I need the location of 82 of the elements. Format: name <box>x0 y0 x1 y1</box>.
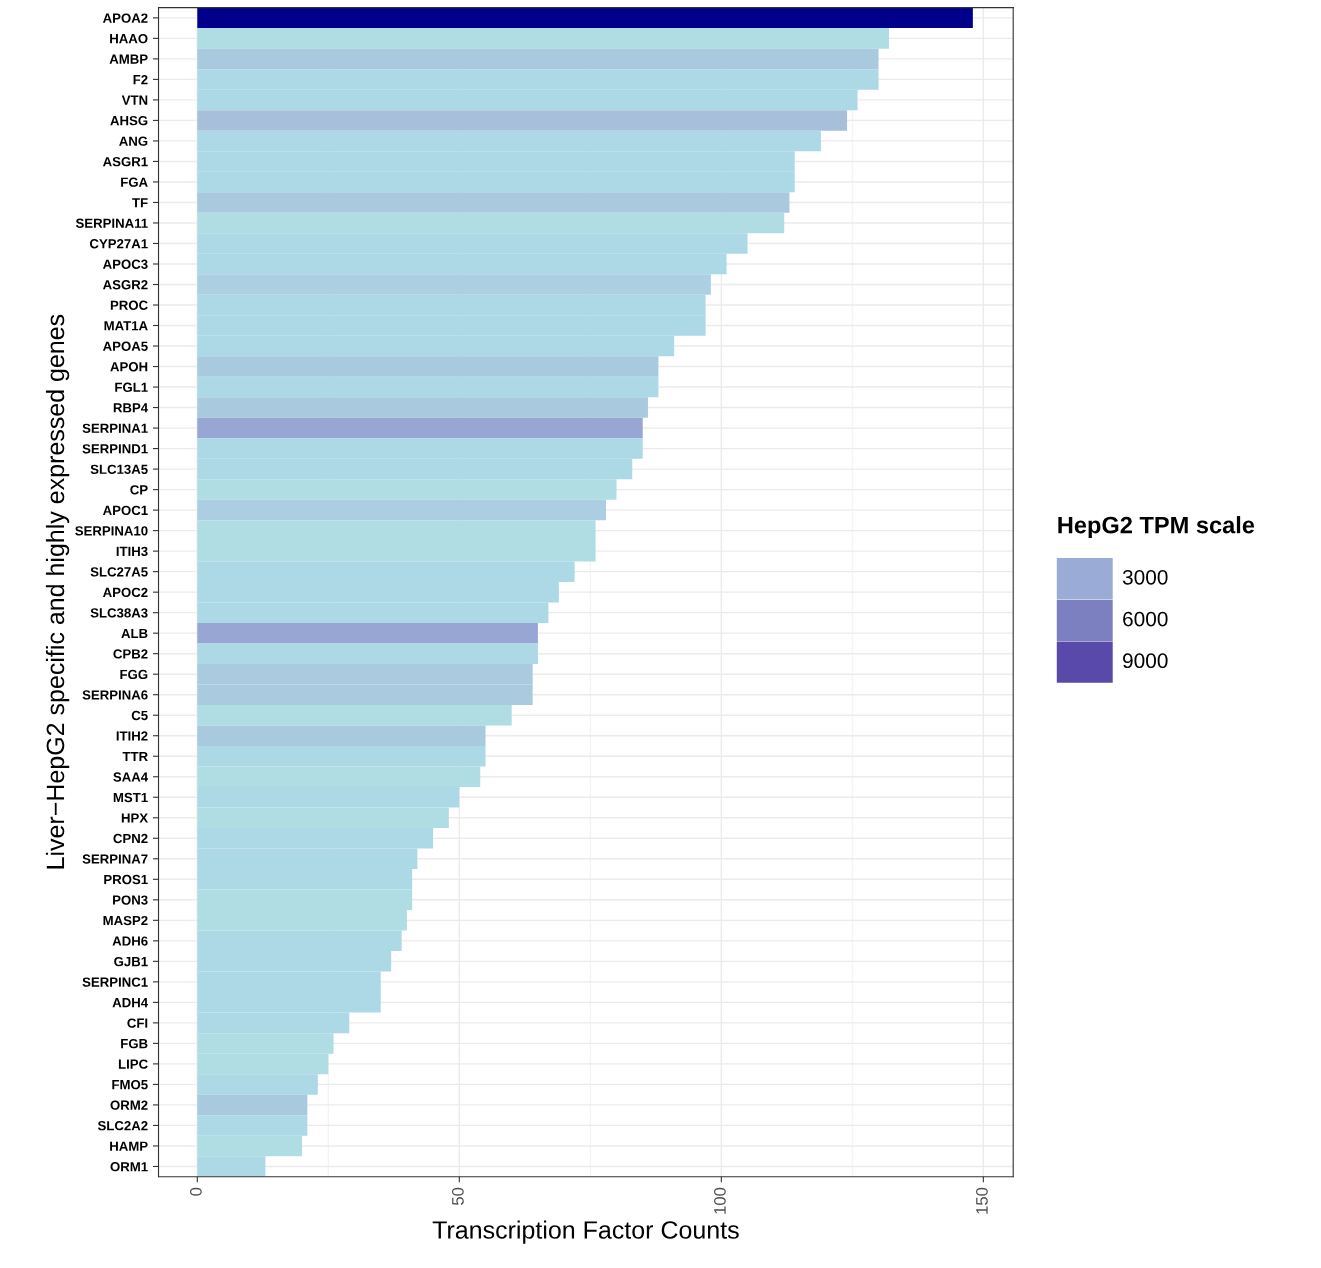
y-tick-label: APOC2 <box>102 587 148 598</box>
x-tick-label: 50 <box>451 1187 464 1205</box>
bar <box>197 499 607 521</box>
bar <box>197 192 790 213</box>
y-tick-label: SERPIND1 <box>82 444 148 454</box>
y-tick-label: ORM1 <box>110 1162 148 1172</box>
y-tick-label: SERPINA7 <box>82 854 148 864</box>
x-tick-label: 150 <box>976 1187 988 1214</box>
y-tick-label: TF <box>132 198 148 208</box>
y-tick-label: CP <box>130 485 148 495</box>
y-tick-label: MASP2 <box>103 915 148 926</box>
y-tick-label: SLC27A5 <box>90 567 148 577</box>
y-tick-label: APOA5 <box>102 341 148 351</box>
y-tick-label: F2 <box>133 74 148 85</box>
y-tick-label: ORM2 <box>110 1100 148 1110</box>
y-tick-label: GJB1 <box>114 956 148 967</box>
bar <box>197 725 486 746</box>
y-tick-label: PROC <box>110 300 148 310</box>
y-tick-label: APOC3 <box>102 259 148 269</box>
y-tick-label: MST1 <box>113 792 148 803</box>
y-tick-label: CYP27A1 <box>89 239 148 249</box>
y-tick-label: ITIH3 <box>116 546 148 557</box>
y-tick-label: APOH <box>110 362 148 372</box>
bar <box>197 643 538 664</box>
y-tick-label: TTR <box>122 751 148 762</box>
bar <box>197 376 659 398</box>
y-tick-label: LIPC <box>118 1059 148 1069</box>
y-tick-label: VTN <box>121 95 148 105</box>
y-tick-label: SERPINA1 <box>82 423 148 433</box>
bar <box>197 417 643 439</box>
bar <box>197 397 648 418</box>
color-bar-label: 3000 <box>1122 569 1168 585</box>
y-tick-label: SERPINA11 <box>75 218 148 228</box>
y-tick-label: AHSG <box>110 115 148 126</box>
y-tick-label: SLC13A5 <box>90 464 148 475</box>
y-tick-label: CPN2 <box>113 833 148 844</box>
y-tick-label: CFI <box>127 1018 148 1028</box>
x-tick-label: 0 <box>189 1187 202 1196</box>
y-tick-label: SLC38A3 <box>90 608 148 618</box>
y-tick-label: RBP4 <box>113 403 149 413</box>
y-tick-label: ADH4 <box>112 998 149 1008</box>
x-tick-label: 100 <box>714 1187 726 1214</box>
y-tick-label: PON3 <box>113 895 148 905</box>
y-tick-label: APOA2 <box>102 13 148 23</box>
bar <box>197 48 879 70</box>
y-tick-label: CPB2 <box>113 649 148 659</box>
color-bar-label: 6000 <box>1123 611 1168 627</box>
y-tick-label: HAMP <box>110 1141 148 1151</box>
y-tick-label: SERPINC1 <box>82 977 148 987</box>
y-tick-label: ADH6 <box>112 936 148 946</box>
color-bar-label: 9000 <box>1123 653 1168 669</box>
y-tick-label: HAAO <box>110 33 148 44</box>
bar <box>197 356 659 377</box>
y-tick-label: FGB <box>121 1038 148 1049</box>
y-tick-label: AMBP <box>109 54 148 64</box>
bar <box>197 1094 308 1116</box>
y-tick-label: FGG <box>120 669 148 680</box>
bar <box>197 704 512 726</box>
y-tick-label: APOC1 <box>102 505 148 516</box>
bar <box>197 110 848 131</box>
y-tick-label: ASGR2 <box>102 280 148 290</box>
y-tick-label: FGA <box>121 177 148 187</box>
y-tick-label: SERPINA6 <box>82 690 148 700</box>
y-axis-title: Liver−HepG2 specific and highly expressed genes <box>45 314 70 869</box>
y-tick-label: SLC2A2 <box>97 1121 148 1131</box>
bar <box>197 28 890 49</box>
y-tick-label: C5 <box>131 710 148 721</box>
y-tick-label: ALB <box>121 628 148 638</box>
y-tick-label: ASGR1 <box>102 157 148 167</box>
y-tick-label: FMO5 <box>112 1079 148 1090</box>
y-tick-label: SERPINA10 <box>75 526 148 536</box>
y-tick-label: MAT1A <box>104 321 148 331</box>
bar <box>197 622 538 644</box>
y-tick-label: ANG <box>119 136 148 146</box>
y-tick-label: PROS1 <box>104 874 148 885</box>
x-axis-title: Transcription Factor Counts <box>432 1220 739 1244</box>
y-tick-label: SAA4 <box>113 772 149 782</box>
y-tick-label: ITIH2 <box>116 731 148 741</box>
color-bar-title: HepG2 TPM scale <box>1058 516 1255 539</box>
bar <box>197 7 973 29</box>
y-tick-label: HPX <box>121 813 148 823</box>
y-tick-label: FGL1 <box>115 382 148 392</box>
